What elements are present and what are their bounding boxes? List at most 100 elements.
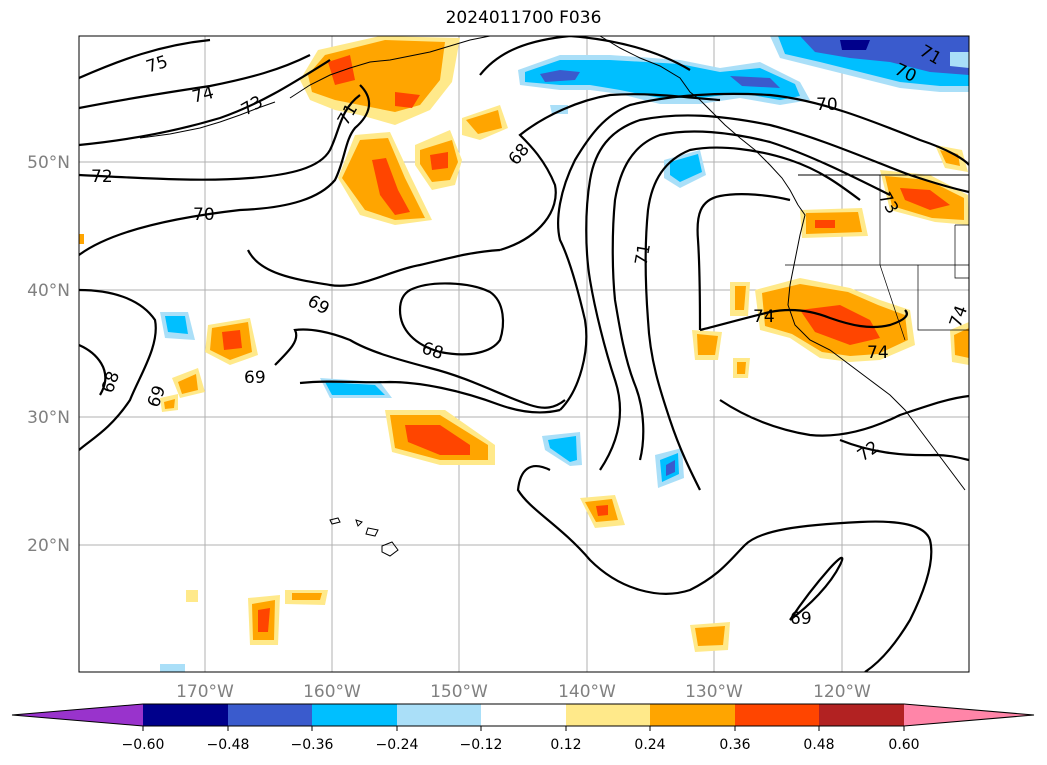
- anomaly-area: [164, 399, 175, 409]
- map-area: 75 74 73 72 71 70 69 68 68 69 69 68 71 7…: [79, 36, 969, 672]
- colorbar-segment: [228, 704, 312, 726]
- contour-line: [79, 59, 331, 147]
- contour-line: [79, 38, 211, 80]
- contour-line: [696, 193, 791, 331]
- hawaii-islands: [329, 517, 399, 557]
- contour-line: [274, 328, 566, 409]
- contour-label: 71: [632, 242, 655, 267]
- anomaly-area: [840, 40, 870, 50]
- colorbar-tick-label: −0.24: [376, 737, 419, 753]
- anomaly-area: [325, 382, 385, 395]
- contour-label: 72: [91, 167, 113, 187]
- contour-label: 68: [419, 338, 446, 364]
- contour-line: [299, 380, 561, 414]
- anomaly-area: [165, 316, 188, 334]
- colorbar-extend-left: [12, 704, 143, 726]
- contour-line: [247, 248, 501, 287]
- anomaly-area: [735, 286, 746, 310]
- anomaly-area: [292, 593, 322, 600]
- colorbar-segment: [819, 704, 904, 726]
- anomaly-area: [525, 60, 800, 100]
- negative-anomaly-areas: [160, 36, 969, 672]
- colorbar-segment: [650, 704, 735, 726]
- contour-line: [499, 93, 721, 252]
- lat-label: 30°N: [27, 408, 70, 428]
- colorbar-tick-label: 0.12: [550, 737, 581, 753]
- map-frame: [78, 35, 970, 673]
- colorbar-tick-label: −0.48: [207, 737, 250, 753]
- contour-line: [839, 438, 969, 462]
- colorbar-tick-labels: −0.60 −0.48 −0.36 −0.24 −0.12 0.12 0.24 …: [122, 737, 920, 753]
- anomaly-area: [178, 374, 198, 394]
- coastline-alaska-islands: [139, 101, 276, 139]
- lon-label: 150°W: [430, 682, 488, 702]
- anomaly-area: [405, 425, 470, 455]
- coastline-bc: [787, 204, 966, 491]
- colorbar-tick-label: 0.24: [634, 737, 665, 753]
- anomaly-area: [372, 158, 410, 215]
- contour-line: [719, 394, 969, 437]
- colorbar-tick-label: −0.12: [460, 737, 503, 753]
- anomaly-area: [395, 92, 420, 108]
- contour-line: [699, 308, 908, 332]
- colorbar-segment: [481, 704, 566, 726]
- anomaly-area: [222, 330, 242, 350]
- contour-line: [557, 92, 969, 411]
- anomaly-area: [950, 52, 969, 68]
- contour-label: 74: [753, 307, 775, 327]
- colorbar-segment: [312, 704, 397, 726]
- contour-label: 74: [867, 343, 889, 363]
- coastlines: [139, 36, 969, 557]
- anomaly-area: [670, 154, 702, 182]
- anomaly-area: [160, 664, 185, 672]
- positive-anomaly-areas: [79, 36, 969, 652]
- contour-line: [789, 556, 844, 621]
- lon-label: 160°W: [303, 682, 361, 702]
- colorbar-tick-label: 0.60: [888, 737, 919, 753]
- contour-line: [79, 84, 371, 256]
- lat-label: 20°N: [27, 536, 70, 556]
- coastline-alaska: [289, 36, 799, 206]
- longitude-labels: 170°W 160°W 150°W 140°W 130°W 120°W: [176, 682, 871, 702]
- anomaly-area: [697, 334, 718, 355]
- lat-label: 40°N: [27, 281, 70, 301]
- anomaly-area: [695, 626, 725, 646]
- colorbar-ticks: [142, 726, 905, 731]
- anomaly-area: [430, 152, 448, 170]
- map-title: 2024011700 F036: [445, 8, 602, 28]
- colorbar-segment: [566, 704, 650, 726]
- colorbar-segment: [735, 704, 819, 726]
- colorbar: −0.60 −0.48 −0.36 −0.24 −0.12 0.12 0.24 …: [11, 703, 1035, 753]
- contour-label: 72: [854, 437, 883, 466]
- contour-line: [398, 282, 505, 356]
- contour-lines: [79, 36, 969, 672]
- anomaly-area: [900, 188, 950, 210]
- anomaly-area: [954, 328, 969, 358]
- contour-line: [79, 54, 311, 110]
- colorbar-tick-label: 0.36: [719, 737, 750, 753]
- anomaly-area: [550, 105, 568, 114]
- colorbar-extend-right: [904, 704, 1034, 726]
- anomaly-area: [79, 234, 84, 244]
- contour-line: [644, 146, 861, 491]
- contour-label: 70: [193, 205, 215, 225]
- contour-line: [79, 343, 107, 396]
- lon-label: 140°W: [558, 682, 616, 702]
- anomaly-area: [466, 110, 502, 134]
- latitude-labels: 50°N 40°N 30°N 20°N: [27, 153, 70, 556]
- lon-label: 130°W: [685, 682, 743, 702]
- anomaly-area: [328, 55, 355, 85]
- anomaly-area: [186, 590, 198, 602]
- colorbar-segment: [397, 704, 481, 726]
- contour-label: 73: [238, 92, 267, 120]
- anomaly-area: [548, 436, 577, 462]
- anomaly-area: [730, 76, 780, 88]
- contour-line: [79, 94, 361, 181]
- state-borders: [785, 175, 969, 341]
- anomaly-area: [815, 220, 835, 228]
- colorbar-segment: [143, 704, 228, 726]
- contour-line: [516, 465, 933, 672]
- lat-label: 50°N: [27, 153, 70, 173]
- contour-label: 75: [144, 52, 171, 78]
